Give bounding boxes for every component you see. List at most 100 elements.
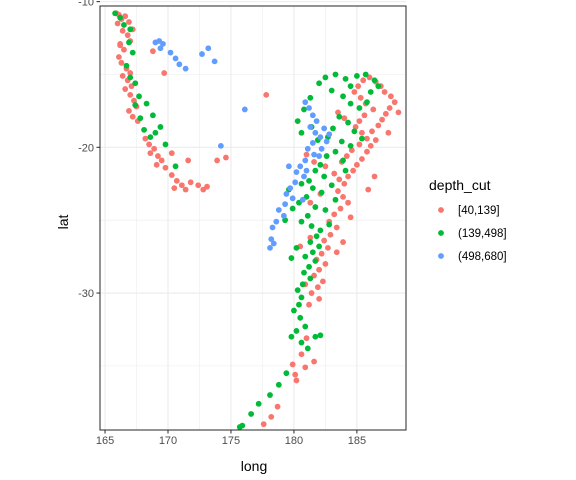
point-139-498 xyxy=(123,62,130,69)
point-40-139 xyxy=(382,110,389,117)
point-139-498 xyxy=(317,332,324,339)
point-139-498 xyxy=(367,89,374,95)
point-139-498 xyxy=(149,112,156,119)
point-40-139 xyxy=(316,295,323,302)
point-498-680 xyxy=(297,163,304,170)
point-498-680 xyxy=(304,145,311,152)
point-139-498 xyxy=(302,323,309,330)
point-139-498 xyxy=(301,106,307,113)
point-40-139 xyxy=(146,141,153,148)
point-40-139 xyxy=(386,105,393,111)
point-139-498 xyxy=(332,196,339,203)
point-40-139 xyxy=(371,173,378,180)
point-40-139 xyxy=(131,97,137,104)
point-40-139 xyxy=(302,364,309,371)
point-139-498 xyxy=(332,148,339,155)
point-139-498 xyxy=(267,392,273,398)
point-139-498 xyxy=(141,126,147,133)
point-139-498 xyxy=(312,167,319,174)
point-40-139 xyxy=(322,260,329,267)
x-tick-label: 175 xyxy=(222,435,240,447)
point-40-139 xyxy=(161,70,168,76)
point-498-680 xyxy=(273,218,280,225)
point-498-680 xyxy=(283,191,290,197)
point-139-498 xyxy=(236,424,243,430)
point-139-498 xyxy=(316,80,323,87)
point-40-139 xyxy=(126,19,132,25)
point-40-139 xyxy=(263,91,270,98)
point-40-139 xyxy=(185,157,192,164)
point-139-498 xyxy=(356,105,363,111)
point-40-139 xyxy=(319,278,326,285)
point-139-498 xyxy=(359,135,365,142)
point-40-139 xyxy=(303,151,310,158)
point-40-139 xyxy=(340,239,346,245)
point-40-139 xyxy=(158,157,165,164)
point-139-498 xyxy=(291,307,297,314)
point-40-139 xyxy=(306,301,312,308)
point-139-498 xyxy=(298,180,305,187)
point-498-680 xyxy=(306,105,312,111)
point-40-139 xyxy=(345,199,351,206)
point-40-139 xyxy=(337,205,344,212)
point-40-139 xyxy=(395,109,402,116)
point-139-498 xyxy=(127,26,134,33)
point-40-139 xyxy=(365,186,372,193)
point-139-498 xyxy=(328,87,335,94)
point-40-139 xyxy=(335,188,341,194)
legend-label: (498,680] xyxy=(458,251,507,263)
y-tick-label: -10 xyxy=(78,0,94,9)
point-139-498 xyxy=(282,217,289,224)
point-139-498 xyxy=(297,314,304,321)
point-40-139 xyxy=(381,89,388,95)
point-40-139 xyxy=(178,182,185,189)
point-139-498 xyxy=(316,243,323,250)
point-40-139 xyxy=(303,335,310,342)
point-498-680 xyxy=(311,151,317,158)
point-139-498 xyxy=(112,10,119,17)
point-40-139 xyxy=(114,20,121,27)
major-gridlines xyxy=(100,1,406,430)
point-139-498 xyxy=(298,218,305,225)
point-139-498 xyxy=(294,287,301,294)
point-139-498 xyxy=(351,128,358,135)
point-40-139 xyxy=(355,83,362,90)
point-40-139 xyxy=(387,93,394,100)
point-498-680 xyxy=(309,112,316,119)
point-40-139 xyxy=(119,27,126,34)
point-139-498 xyxy=(323,153,330,159)
point-139-498 xyxy=(345,119,351,126)
point-139-498 xyxy=(342,75,349,82)
point-139-498 xyxy=(375,83,382,90)
point-139-498 xyxy=(306,263,312,270)
point-139-498 xyxy=(147,134,154,141)
point-40-139 xyxy=(122,86,129,92)
point-498-680 xyxy=(285,163,292,170)
y-axis-title: lat xyxy=(55,215,71,230)
point-139-498 xyxy=(371,77,378,84)
point-498-680 xyxy=(293,169,300,176)
point-40-139 xyxy=(331,211,338,218)
point-498-680 xyxy=(312,129,319,136)
point-40-139 xyxy=(268,413,275,420)
point-40-139 xyxy=(347,214,354,221)
point-139-498 xyxy=(294,118,301,125)
point-139-498 xyxy=(312,333,319,340)
point-139-498 xyxy=(322,74,329,81)
point-139-498 xyxy=(347,142,354,149)
point-498-680 xyxy=(317,134,324,141)
point-40-139 xyxy=(343,153,350,159)
point-40-139 xyxy=(122,13,129,20)
point-498-680 xyxy=(323,138,330,145)
point-139-498 xyxy=(143,100,150,107)
point-40-139 xyxy=(124,32,131,39)
point-40-139 xyxy=(350,167,357,174)
point-40-139 xyxy=(187,179,194,186)
point-40-139 xyxy=(385,129,392,136)
point-40-139 xyxy=(356,118,363,125)
point-498-680 xyxy=(280,212,287,219)
point-139-498 xyxy=(275,381,282,388)
point-40-139 xyxy=(121,46,127,53)
point-498-680 xyxy=(299,196,306,203)
